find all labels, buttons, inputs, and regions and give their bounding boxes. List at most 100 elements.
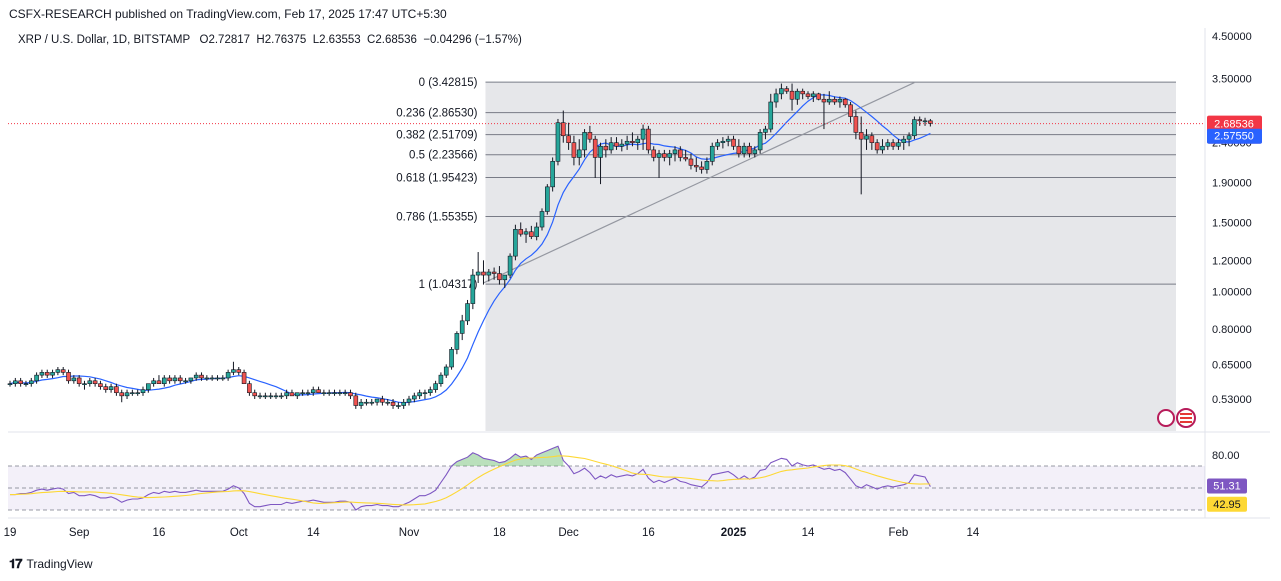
time-tick-label: 19 xyxy=(4,527,17,539)
candle xyxy=(603,139,609,158)
candle xyxy=(757,129,763,154)
candle xyxy=(789,83,795,111)
rsi-panel xyxy=(8,445,1205,511)
candle-body xyxy=(396,405,401,407)
candle xyxy=(60,366,66,376)
candle-body xyxy=(608,142,614,151)
brand-name: TradingView xyxy=(26,557,93,571)
rsi-ma-line xyxy=(10,455,931,506)
candle xyxy=(284,389,289,399)
candle-body xyxy=(114,386,119,394)
candle xyxy=(225,369,231,381)
price-tick-label: 3.50000 xyxy=(1212,74,1252,86)
candle xyxy=(880,139,885,154)
candle xyxy=(199,372,204,381)
candle-body xyxy=(146,383,151,390)
candle xyxy=(167,375,172,384)
rsi-overbought-fill xyxy=(435,446,564,466)
candle-body xyxy=(651,149,657,158)
candle-body xyxy=(177,377,183,382)
tradingview-footer[interactable]: 𝟏𝟕 TradingView xyxy=(9,556,93,572)
candle xyxy=(614,137,619,150)
candle-body xyxy=(529,231,534,237)
candle-body xyxy=(167,377,172,382)
candle xyxy=(640,124,646,150)
currency-icon xyxy=(1157,409,1175,427)
candle-body xyxy=(805,93,811,97)
candle xyxy=(130,389,135,396)
ma-line xyxy=(9,94,931,404)
candle xyxy=(704,157,710,174)
candle xyxy=(7,380,13,387)
candle-body xyxy=(779,88,784,95)
candle xyxy=(486,269,492,282)
candle-body xyxy=(28,380,34,385)
axes: 4.500003.500002.400001.900001.500001.200… xyxy=(4,31,1252,539)
candle xyxy=(427,386,433,396)
candle-body xyxy=(672,149,678,154)
candle-body xyxy=(874,142,880,151)
candle-body xyxy=(704,161,710,170)
candle xyxy=(390,399,396,409)
candle-body xyxy=(731,138,736,147)
last-price-value: 2.68536 xyxy=(1214,119,1254,131)
candle xyxy=(459,314,465,341)
candle xyxy=(364,399,369,406)
candle xyxy=(529,225,534,240)
price-tick-label: 1.00000 xyxy=(1212,286,1252,298)
candle xyxy=(353,392,359,409)
candle-body xyxy=(656,153,662,158)
symbol-name: XRP / U.S. Dollar, 1D, BITSTAMP xyxy=(18,34,190,46)
candle xyxy=(209,375,215,381)
candle-body xyxy=(60,369,66,373)
candle-body xyxy=(853,116,859,133)
candle xyxy=(848,102,853,123)
fib-level-label: 0 (3.42815) xyxy=(419,77,478,89)
time-tick-label: Nov xyxy=(399,527,420,539)
candle-body xyxy=(71,377,77,382)
time-tick-label: Feb xyxy=(889,527,909,539)
fib-level-label: 0.236 (2.86530) xyxy=(396,108,477,120)
candle-body xyxy=(300,392,305,395)
candle xyxy=(752,146,758,158)
candle xyxy=(289,389,295,397)
time-tick-label: 14 xyxy=(967,527,980,539)
candle-body xyxy=(130,392,135,395)
candle-body xyxy=(225,372,231,379)
candle xyxy=(928,118,933,127)
candle-body xyxy=(161,377,167,385)
candle-body xyxy=(507,255,513,276)
publisher-line: CSFX-RESEARCH published on TradingView.c… xyxy=(9,7,447,21)
candle xyxy=(741,142,747,158)
candle-body xyxy=(236,369,242,373)
candle xyxy=(433,380,438,393)
candle-body xyxy=(305,392,311,395)
candle xyxy=(385,399,391,406)
price-tick-label: 0.80000 xyxy=(1212,324,1252,336)
candle xyxy=(108,383,114,393)
candle xyxy=(449,347,454,370)
candle xyxy=(396,402,401,409)
candle-body xyxy=(725,138,731,142)
candle xyxy=(922,117,928,126)
candle xyxy=(874,139,880,154)
candle xyxy=(491,267,497,280)
time-tick-label: 16 xyxy=(153,527,166,539)
candle xyxy=(71,375,77,384)
candle-body xyxy=(257,395,263,398)
candle-body xyxy=(332,392,337,395)
candle xyxy=(826,91,832,105)
candle-body xyxy=(454,333,460,350)
candle xyxy=(683,149,688,162)
candle-body xyxy=(832,98,837,103)
candle-body xyxy=(34,374,39,382)
candle-body xyxy=(55,369,61,373)
candle-body xyxy=(273,395,279,398)
candle-body xyxy=(880,145,885,151)
candle xyxy=(731,135,736,150)
candle-body xyxy=(912,119,917,137)
fibonacci-retracement: 0 (3.42815) 0.236 (2.86530) 0.382 (2.51709… xyxy=(396,77,1177,431)
candle-body xyxy=(465,303,470,322)
candle-body xyxy=(263,395,268,398)
